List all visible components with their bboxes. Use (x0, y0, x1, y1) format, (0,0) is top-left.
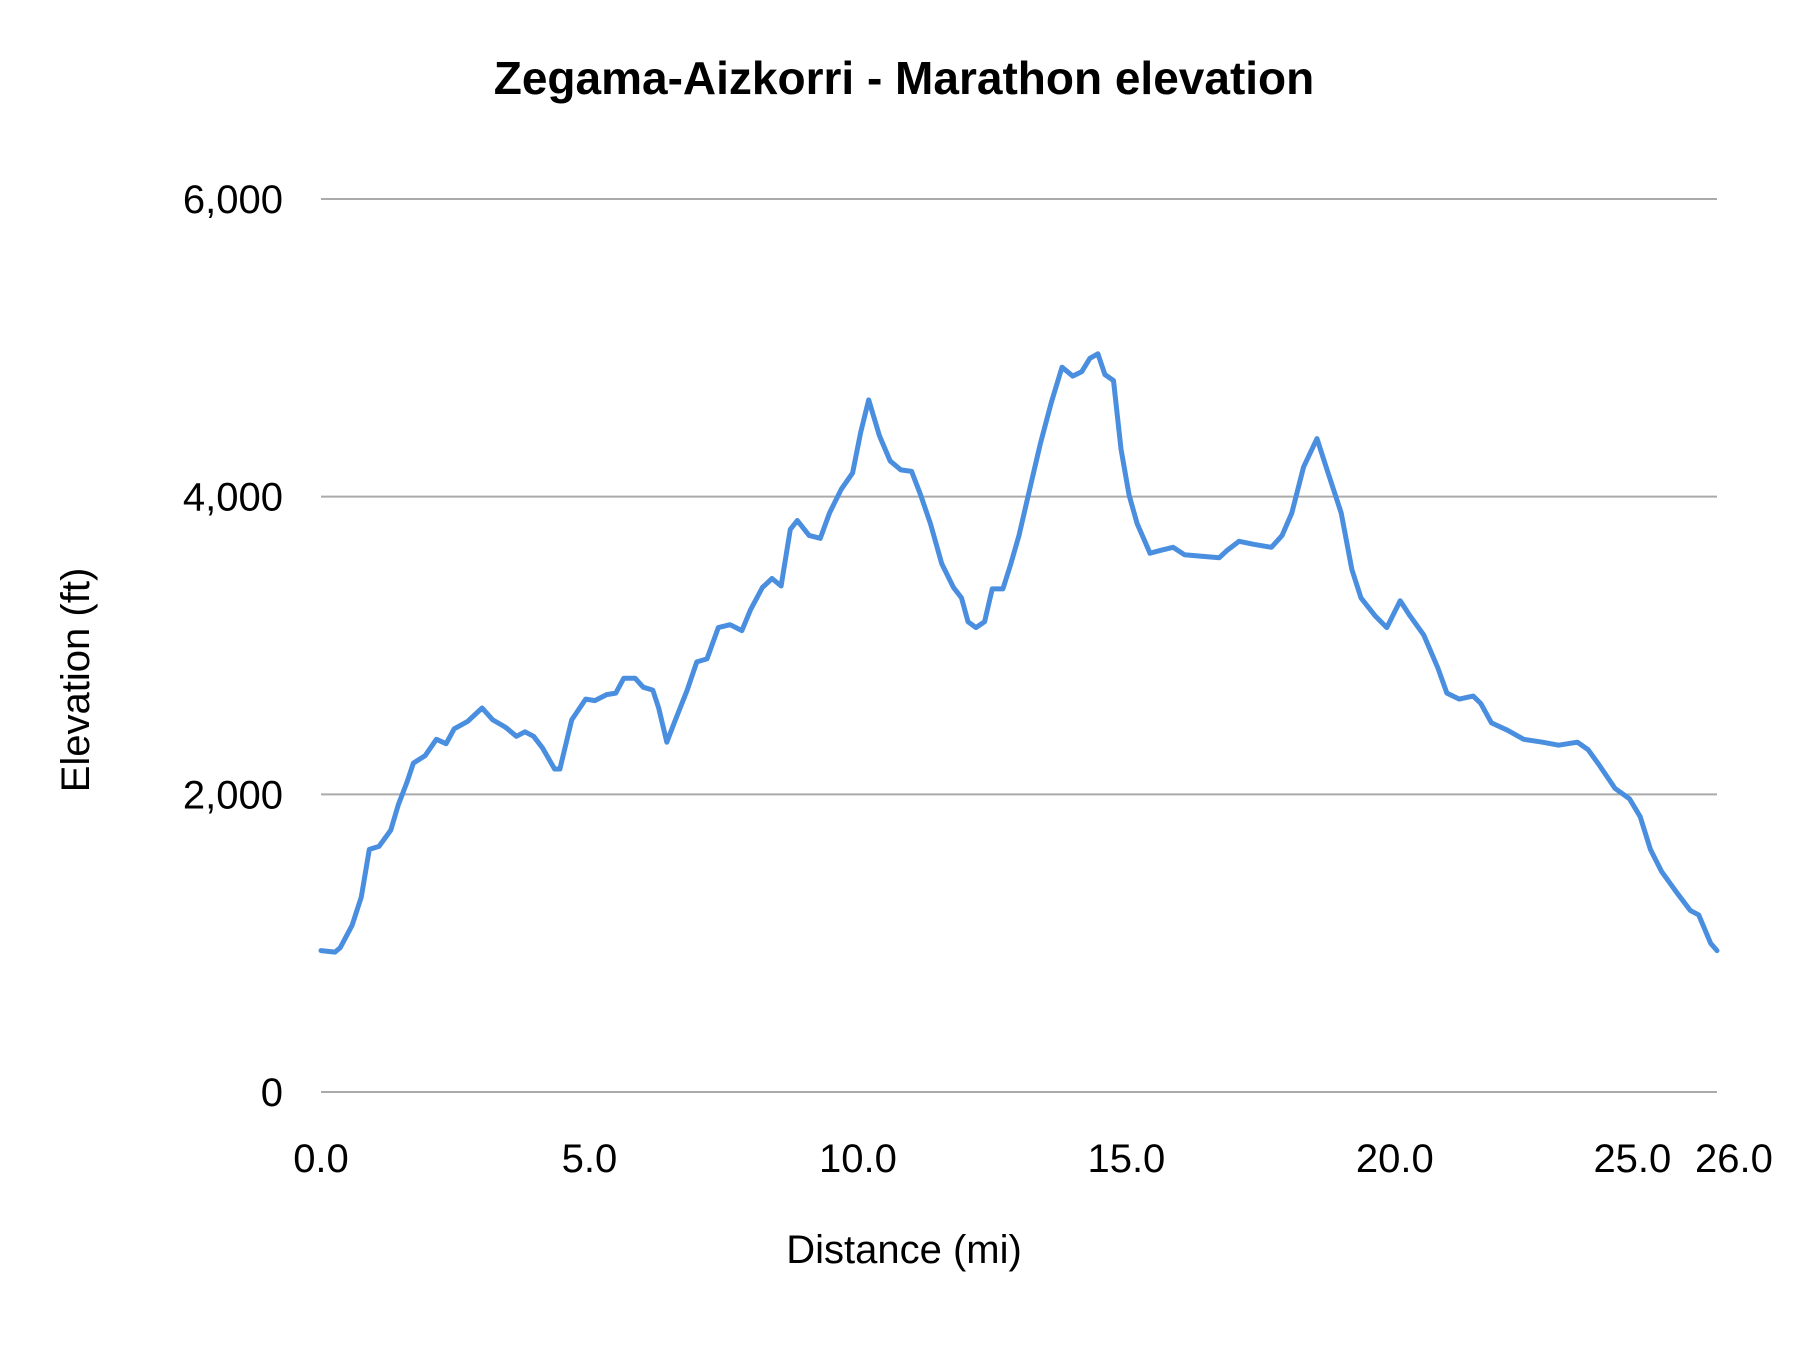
x-tick-label: 20.0 (1356, 1137, 1434, 1181)
x-tick-label: 26.0 (1695, 1137, 1773, 1181)
y-axis-title: Elevation (ft) (54, 568, 98, 793)
y-axis-ticks: 0 2,000 4,000 6,000 (183, 178, 283, 1115)
x-tick-label: 15.0 (1087, 1137, 1165, 1181)
gridlines (321, 198, 1717, 1093)
x-tick-label: 25.0 (1593, 1137, 1671, 1181)
x-tick-label: 5.0 (562, 1137, 618, 1181)
elevation-series-line (318, 351, 1720, 955)
y-tick-label: 0 (261, 1071, 283, 1115)
x-axis-title: Distance (mi) (786, 1228, 1022, 1272)
x-tick-label: 0.0 (293, 1137, 349, 1181)
y-tick-label: 4,000 (183, 476, 283, 520)
chart-title: Zegama-Aizkorri - Marathon elevation (494, 52, 1315, 104)
x-tick-label: 10.0 (819, 1137, 897, 1181)
y-tick-label: 2,000 (183, 773, 283, 817)
x-axis-ticks: 0.0 5.0 10.0 15.0 20.0 25.0 26.0 (293, 1137, 1773, 1181)
y-tick-label: 6,000 (183, 178, 283, 222)
